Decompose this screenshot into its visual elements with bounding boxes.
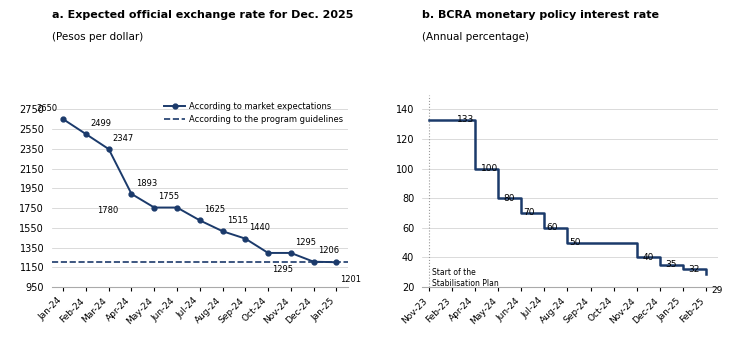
Text: 50: 50	[569, 238, 581, 247]
Text: 1625: 1625	[204, 205, 225, 214]
Text: 2499: 2499	[90, 119, 111, 128]
Text: 2650: 2650	[36, 104, 58, 113]
Text: 60: 60	[546, 223, 558, 232]
Text: 1440: 1440	[249, 223, 271, 232]
Legend: According to market expectations, According to the program guidelines: According to market expectations, Accord…	[161, 99, 346, 127]
Text: 29: 29	[712, 286, 723, 295]
Text: 1755: 1755	[158, 192, 180, 201]
Text: 80: 80	[504, 194, 515, 203]
Text: 40: 40	[642, 253, 654, 262]
Text: b. BCRA monetary policy interest rate: b. BCRA monetary policy interest rate	[422, 10, 659, 21]
Text: (Annual percentage): (Annual percentage)	[422, 32, 529, 42]
Text: 35: 35	[665, 260, 677, 269]
Text: 1295: 1295	[295, 238, 316, 247]
Text: 1780: 1780	[97, 206, 118, 215]
Text: (Pesos per dollar): (Pesos per dollar)	[52, 32, 143, 42]
Text: 1201: 1201	[340, 275, 362, 284]
Text: 1295: 1295	[272, 265, 293, 274]
Text: 1206: 1206	[317, 246, 339, 256]
Text: 2347: 2347	[113, 134, 134, 143]
Text: 70: 70	[523, 209, 534, 217]
Text: a. Expected official exchange rate for Dec. 2025: a. Expected official exchange rate for D…	[52, 10, 353, 21]
Text: 1515: 1515	[226, 216, 248, 225]
Text: Start of the
Stabilisation Plan: Start of the Stabilisation Plan	[432, 268, 499, 288]
Text: 100: 100	[480, 164, 498, 173]
Text: 133: 133	[457, 115, 474, 124]
Text: 1893: 1893	[135, 178, 157, 188]
Text: 32: 32	[689, 265, 700, 274]
